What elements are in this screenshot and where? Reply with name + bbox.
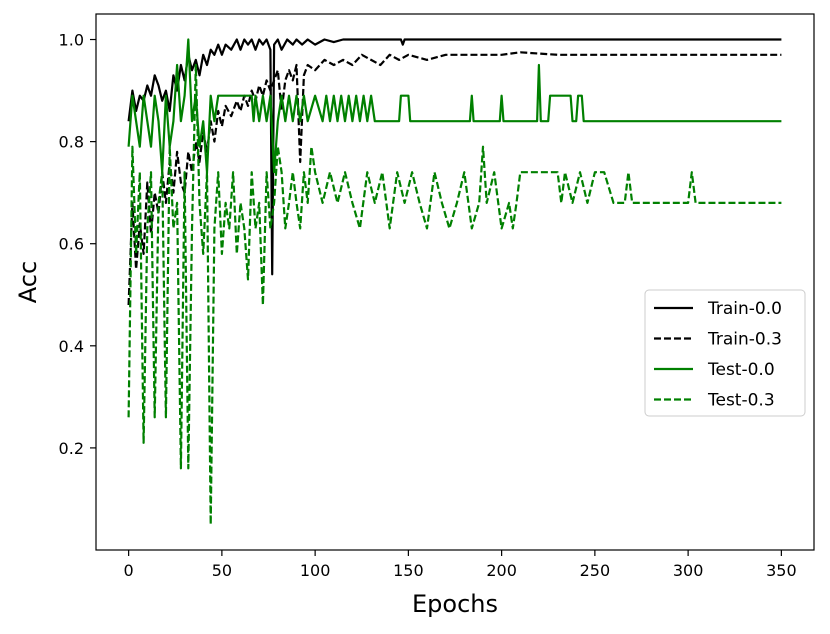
legend-label-1: Train-0.3 (707, 330, 782, 350)
series-line-3 (127, 63, 782, 526)
legend-label-0: Train-0.0 (707, 299, 782, 319)
series-line-1 (127, 51, 782, 306)
series-line-0 (127, 38, 782, 276)
legend: Train-0.0 Train-0.3 Test-0.0 Test-0.3 (644, 289, 806, 417)
x-tick-label: 200 (486, 561, 517, 580)
y-axis-title: Acc (14, 261, 42, 303)
y-tick-label: 0.4 (59, 337, 84, 356)
legend-label-3: Test-0.3 (707, 391, 775, 411)
x-axis-title: Epochs (412, 590, 498, 618)
y-axis: 0.2 0.4 0.6 0.8 1.0 (59, 31, 96, 458)
x-tick-label: 0 (124, 561, 134, 580)
x-tick-label: 50 (212, 561, 232, 580)
x-tick-label: 150 (393, 561, 424, 580)
y-tick-label: 1.0 (59, 31, 84, 50)
y-tick-label: 0.6 (59, 235, 84, 254)
legend-box (644, 289, 806, 417)
plot-area (127, 38, 782, 526)
plot-frame (95, 13, 815, 551)
x-tick-label: 300 (673, 561, 704, 580)
y-tick-label: 0.2 (59, 439, 84, 458)
x-tick-label: 100 (300, 561, 331, 580)
legend-label-2: Test-0.0 (707, 360, 775, 380)
x-axis: 0 50 100 150 200 250 300 350 (124, 550, 797, 580)
x-tick-label: 250 (580, 561, 611, 580)
y-tick-label: 0.8 (59, 133, 84, 152)
series-line-2 (127, 38, 782, 174)
x-tick-label: 350 (766, 561, 797, 580)
